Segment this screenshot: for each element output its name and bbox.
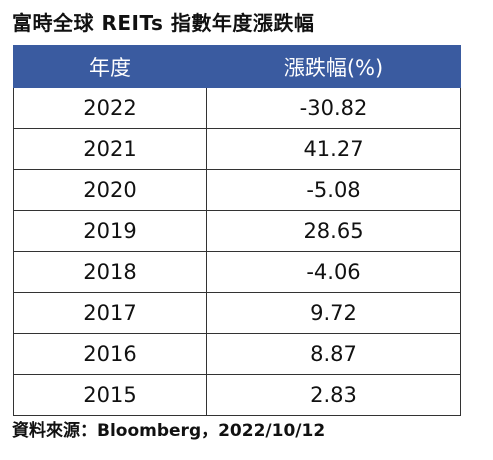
change-cell: 9.72 — [206, 292, 461, 334]
table-row: 2017 9.72 — [13, 292, 461, 334]
reits-annual-return-table: 年度 漲跌幅(%) 2022 -30.82 2021 41.27 2020 -5… — [13, 45, 461, 416]
change-cell: 41.27 — [206, 128, 461, 170]
reits-annual-return-table-container: 年度 漲跌幅(%) 2022 -30.82 2021 41.27 2020 -5… — [13, 45, 461, 416]
page-title: 富時全球 REITs 指數年度漲跌幅 — [12, 11, 315, 35]
table-row: 2015 2.83 — [13, 374, 461, 416]
year-cell: 2017 — [13, 292, 207, 334]
table-row: 2022 -30.82 — [13, 87, 461, 129]
table-row: 2018 -4.06 — [13, 251, 461, 293]
year-cell: 2018 — [13, 251, 207, 293]
year-cell: 2021 — [13, 128, 207, 170]
table-row: 2020 -5.08 — [13, 169, 461, 211]
year-cell: 2016 — [13, 333, 207, 375]
year-cell: 2015 — [13, 374, 207, 416]
change-cell: 28.65 — [206, 210, 461, 252]
table-row: 2019 28.65 — [13, 210, 461, 252]
year-cell: 2020 — [13, 169, 207, 211]
source-note: 資料來源：Bloomberg，2022/10/12 — [12, 421, 326, 441]
year-cell: 2019 — [13, 210, 207, 252]
column-header-change: 漲跌幅(%) — [206, 45, 461, 88]
change-cell: 8.87 — [206, 333, 461, 375]
change-cell: -5.08 — [206, 169, 461, 211]
table-row: 2016 8.87 — [13, 333, 461, 375]
change-cell: -30.82 — [206, 87, 461, 129]
column-header-year: 年度 — [13, 45, 207, 88]
table-header-row: 年度 漲跌幅(%) — [13, 45, 461, 88]
year-cell: 2022 — [13, 87, 207, 129]
table-row: 2021 41.27 — [13, 128, 461, 170]
change-cell: 2.83 — [206, 374, 461, 416]
change-cell: -4.06 — [206, 251, 461, 293]
